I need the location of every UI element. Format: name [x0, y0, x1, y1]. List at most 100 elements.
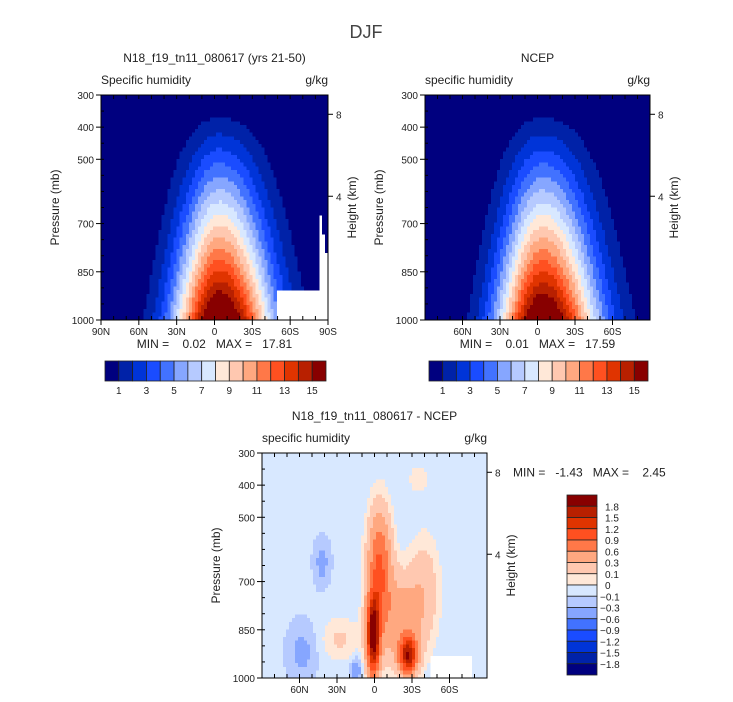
contour-cell: [158, 113, 163, 119]
contour-cell: [176, 218, 181, 224]
contour-cell: [110, 95, 114, 100]
contour-cell: [137, 293, 141, 299]
contour-cell: [234, 260, 238, 265]
contour-cell: [294, 200, 299, 205]
contour-cell: [273, 162, 278, 167]
contour-cell: [194, 226, 199, 231]
contour-cell: [155, 147, 160, 152]
contour-cell: [234, 218, 238, 224]
contour-cell: [267, 263, 272, 269]
contour-cell: [297, 98, 302, 104]
contour-cell: [128, 188, 132, 194]
contour-cell: [158, 256, 163, 261]
contour-cell: [285, 211, 290, 216]
contour-cell: [173, 151, 178, 156]
contour-cell: [110, 113, 114, 119]
contour-cell: [219, 188, 223, 194]
contour-cell: [143, 173, 147, 179]
contour-cell: [243, 252, 247, 257]
contour-cell: [128, 113, 132, 119]
contour-cell: [164, 248, 169, 254]
contour-cell: [255, 290, 259, 295]
contour-cell: [258, 312, 263, 317]
contour-cell: [261, 181, 266, 186]
contour-cell: [158, 136, 163, 141]
contour-cell: [276, 147, 281, 152]
contour-cell: [182, 260, 187, 265]
contour-cell: [270, 293, 275, 299]
contour-cell: [291, 248, 296, 254]
contour-cell: [191, 297, 196, 302]
contour-cell: [297, 211, 302, 216]
contour-cell: [231, 316, 235, 321]
contour-cell: [282, 260, 287, 265]
contour-cell: [185, 98, 190, 104]
contour-cell: [161, 106, 166, 111]
contour-cell: [225, 233, 229, 239]
contour-cell: [206, 286, 211, 291]
contour-cell: [116, 286, 120, 291]
contour-cell: [255, 230, 259, 235]
contour-cell: [191, 121, 196, 126]
contour-cell: [128, 252, 132, 257]
contour-cell: [107, 170, 111, 175]
contour-cell: [203, 297, 208, 302]
contour-cell: [234, 177, 238, 182]
contour-cell: [225, 207, 229, 212]
contour-cell: [261, 230, 266, 235]
contour-cell: [185, 263, 190, 269]
contour-cell: [273, 113, 278, 119]
contour-cell: [110, 110, 114, 115]
contour-cell: [134, 113, 138, 119]
min-max-stats: MIN = 0.02 MAX = 17.81: [137, 337, 293, 351]
contour-cell: [194, 200, 199, 205]
contour-cell: [237, 271, 241, 276]
contour-cell: [255, 222, 259, 227]
contour-cell: [164, 312, 169, 317]
contour-cell: [158, 128, 163, 134]
contour-cell: [155, 200, 160, 205]
contour-cell: [315, 245, 320, 250]
contour-cell: [146, 237, 151, 242]
contour-cell: [282, 155, 287, 160]
contour-cell: [143, 256, 147, 261]
contour-cell: [128, 121, 132, 126]
contour-cell: [219, 260, 223, 265]
contour-cell: [240, 106, 244, 111]
contour-cell: [119, 173, 123, 179]
contour-cell: [282, 185, 287, 190]
contour-cell: [152, 275, 157, 280]
contour-cell: [104, 282, 108, 287]
contour-cell: [231, 185, 235, 190]
contour-cell: [234, 211, 238, 216]
contour-cell: [270, 275, 275, 280]
contour-cell: [203, 177, 208, 182]
contour-cell: [137, 188, 141, 194]
contour-cell: [237, 162, 241, 167]
contour-cell: [125, 252, 129, 257]
contour-cell: [110, 166, 114, 171]
contour-cell: [122, 113, 126, 119]
contour-cell: [264, 260, 269, 265]
contour-cell: [116, 128, 120, 134]
contour-cell: [119, 316, 123, 321]
contour-cell: [297, 256, 302, 261]
contour-cell: [179, 170, 184, 175]
contour-cell: [276, 121, 281, 126]
contour-cell: [137, 282, 141, 287]
contour-cell: [158, 188, 163, 194]
contour-cell: [191, 308, 196, 314]
contour-cell: [146, 136, 151, 141]
contour-cell: [225, 312, 229, 317]
contour-cell: [240, 136, 244, 141]
contour-cell: [228, 267, 232, 272]
contour-cell: [276, 132, 281, 137]
contour-cell: [158, 166, 163, 171]
contour-cell: [270, 308, 275, 314]
contour-cell: [216, 196, 220, 201]
contour-cell: [107, 222, 111, 227]
contour-cell: [149, 196, 154, 201]
contour-cell: [240, 143, 244, 149]
contour-cell: [134, 155, 138, 160]
contour-cell: [185, 215, 190, 220]
